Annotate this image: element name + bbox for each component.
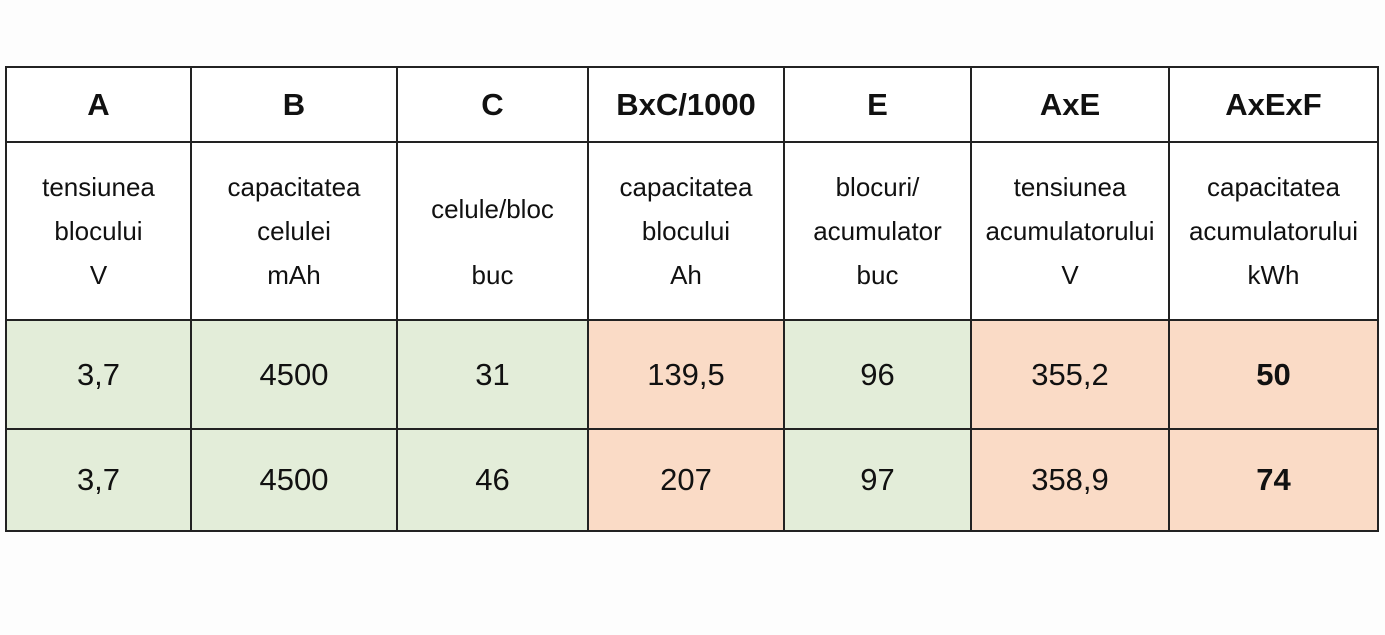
description-lines: capacitatea acumulatorului kWh	[1170, 165, 1377, 297]
description-line: V	[1061, 259, 1079, 290]
data-cell: 74	[1168, 428, 1379, 532]
header-cell: BxC/1000	[587, 66, 785, 143]
description-line: capacitatea	[227, 171, 361, 202]
description-lines: capacitatea blocului Ah	[589, 165, 783, 297]
data-cell: 50	[1168, 319, 1379, 430]
description-line: buc	[471, 259, 514, 290]
data-cell: 96	[783, 319, 972, 430]
description-line: blocului	[641, 215, 731, 246]
header-row: A B C BxC/1000 E AxE AxExF	[5, 66, 1379, 143]
data-row: 3,7 4500 46 207 97 358,9 74	[5, 428, 1379, 532]
description-line: tensiunea	[1013, 171, 1127, 202]
description-lines: celule/bloc buc	[398, 165, 587, 297]
description-line: acumulatorului	[1188, 215, 1359, 246]
description-cell: tensiunea blocului V	[5, 141, 192, 321]
description-line: V	[89, 259, 108, 290]
data-cell: 207	[587, 428, 785, 532]
header-cell: E	[783, 66, 972, 143]
description-line: blocuri/	[835, 171, 920, 202]
description-line: kWh	[1247, 259, 1300, 290]
header-cell: AxExF	[1168, 66, 1379, 143]
description-lines: tensiunea acumulatorului V	[972, 165, 1168, 297]
description-line: mAh	[267, 259, 321, 290]
description-line: celule/bloc	[431, 193, 554, 224]
data-cell: 355,2	[970, 319, 1170, 430]
description-line: acumulator	[813, 215, 942, 246]
description-cell: tensiunea acumulatorului V	[970, 141, 1170, 321]
description-lines: capacitatea celulei mAh	[192, 165, 396, 297]
description-line: buc	[856, 259, 899, 290]
description-cell: capacitatea celulei mAh	[190, 141, 398, 321]
description-line: celulei	[257, 215, 331, 246]
header-cell: B	[190, 66, 398, 143]
description-cell: capacitatea acumulatorului kWh	[1168, 141, 1379, 321]
description-line: Ah	[670, 259, 702, 290]
description-lines: blocuri/acumulator buc	[785, 165, 970, 297]
data-cell: 139,5	[587, 319, 785, 430]
description-cell: celule/bloc buc	[396, 141, 589, 321]
description-cell: capacitatea blocului Ah	[587, 141, 785, 321]
header-cell: A	[5, 66, 192, 143]
data-cell: 31	[396, 319, 589, 430]
description-cell: blocuri/acumulator buc	[783, 141, 972, 321]
data-cell: 3,7	[5, 319, 192, 430]
description-line: acumulatorului	[985, 215, 1155, 246]
data-cell: 3,7	[5, 428, 192, 532]
header-cell: AxE	[970, 66, 1170, 143]
description-line: blocului	[54, 215, 143, 246]
data-row: 3,7 4500 31 139,5 96 355,2 50	[5, 319, 1379, 430]
data-cell: 358,9	[970, 428, 1170, 532]
description-line: capacitatea	[1207, 171, 1340, 202]
description-lines: tensiunea blocului V	[7, 165, 190, 297]
data-cell: 4500	[190, 428, 398, 532]
header-cell: C	[396, 66, 589, 143]
data-cell: 97	[783, 428, 972, 532]
description-line: tensiunea	[42, 171, 155, 202]
description-line: capacitatea	[619, 171, 753, 202]
data-cell: 4500	[190, 319, 398, 430]
data-cell: 46	[396, 428, 589, 532]
